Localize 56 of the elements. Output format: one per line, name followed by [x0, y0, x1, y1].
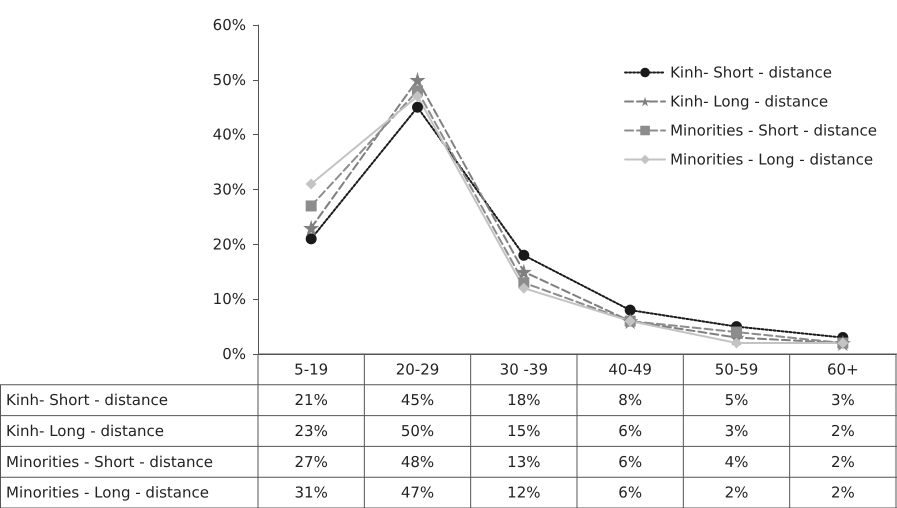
point	[731, 326, 742, 338]
data-label: 18%	[507, 391, 541, 410]
point	[731, 338, 742, 349]
point	[518, 282, 530, 294]
data-label: 15%	[507, 422, 541, 440]
data-label: 31%	[294, 484, 328, 502]
x-tick-label: 40-49	[608, 360, 652, 378]
legend-label: Kinh- Long - distance	[670, 92, 828, 110]
x-tick-label: 50-59	[714, 360, 758, 378]
data-label: 48%	[400, 452, 434, 471]
text: Kinh- Long - distance	[6, 422, 164, 440]
data-label: 13%	[507, 452, 541, 471]
data-label: 2%	[724, 484, 748, 502]
data-label: 23%	[294, 422, 328, 440]
data-label: 21%	[294, 391, 328, 410]
legend-label: Kinh- Short - distance	[670, 64, 832, 82]
data-label: 6%	[618, 484, 642, 502]
data-label: 3%	[830, 391, 855, 410]
data-label: 3%	[724, 422, 748, 440]
y-tick-label: 40%	[212, 126, 246, 144]
x-tick-label: 20-29	[396, 360, 440, 378]
x-tick-label: 30 -39	[500, 360, 548, 378]
data-label: 6%	[618, 452, 642, 471]
legend-label: Minorities - Long - distance	[670, 150, 874, 168]
point	[518, 250, 530, 261]
point	[412, 90, 423, 102]
y-tick-label: 30%	[212, 180, 246, 198]
data-label: 4%	[724, 452, 748, 471]
data-label: 50%	[400, 422, 434, 440]
data-label: 12%	[507, 484, 541, 502]
text: Minorities - Short - distance	[6, 452, 213, 471]
point	[412, 102, 423, 113]
point	[306, 200, 317, 212]
data-label: 8%	[618, 391, 642, 410]
data-label: 6%	[618, 422, 642, 440]
data-label: 2%	[830, 484, 855, 502]
text: Minorities - Long - distance	[6, 484, 209, 502]
legend-label: Minorities - Short - distance	[670, 122, 878, 140]
data-label: 47%	[400, 484, 434, 502]
data-label: 45%	[400, 391, 434, 410]
y-tick-label: 60%	[212, 16, 246, 34]
x-tick-label: 5-19	[294, 360, 328, 378]
y-tick-label: 50%	[212, 70, 246, 89]
point	[306, 178, 317, 190]
data-label: 2%	[830, 452, 855, 471]
y-tick-label: 10%	[212, 290, 246, 308]
text: Kinh- Short - distance	[6, 391, 168, 410]
y-tick-label: 20%	[212, 235, 246, 254]
data-label: 2%	[830, 422, 855, 440]
point	[306, 233, 317, 244]
point	[303, 220, 320, 236]
data-label: 27%	[294, 452, 328, 471]
point	[624, 304, 636, 316]
x-tick-label: 60+	[827, 360, 859, 378]
y-tick-label: 0%	[222, 345, 246, 363]
data-label: 5%	[724, 391, 748, 410]
